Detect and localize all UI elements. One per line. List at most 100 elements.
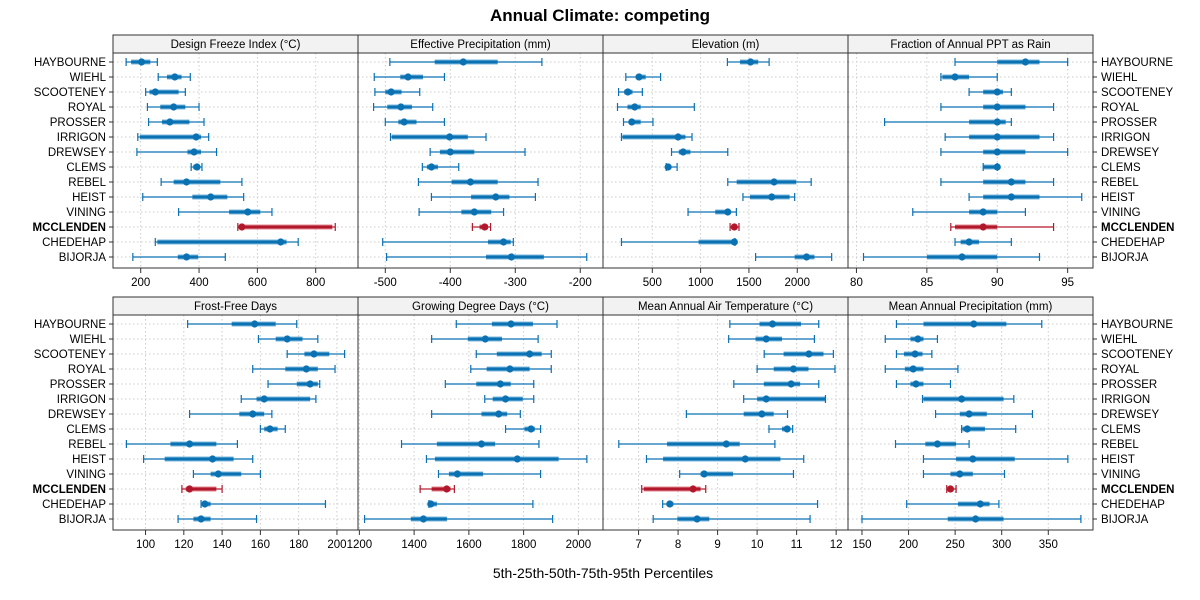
interval-royal: [756, 365, 836, 373]
site-label-left: DREWSEY: [48, 409, 106, 421]
median-point: [501, 395, 510, 403]
interval-scooteney: [374, 88, 421, 96]
interval-rebel: [894, 440, 970, 448]
median-point: [506, 365, 514, 373]
interval-prosser: [733, 380, 820, 388]
median-point: [911, 350, 919, 358]
site-label-left: VINING: [66, 207, 106, 219]
site-label-right: BIJORJA: [1101, 252, 1149, 264]
median-point: [513, 455, 521, 463]
median-point: [762, 335, 770, 343]
median-point: [762, 395, 770, 403]
median-point: [185, 440, 194, 448]
site-label-left: IRRIGON: [57, 394, 106, 406]
site-label-left: HAYBOURNE: [34, 57, 106, 69]
x-tick-label: 95: [1061, 277, 1074, 289]
x-tick-label: 250: [946, 539, 965, 551]
site-label-right: PROSSER: [1101, 379, 1157, 391]
median-point: [958, 395, 966, 403]
median-point: [266, 425, 274, 433]
panel-frame: [847, 52, 1094, 269]
x-tick-label: 9: [714, 539, 720, 551]
median-point: [700, 470, 708, 478]
interval-chedehap: [382, 238, 514, 246]
panel-frame: [112, 314, 359, 531]
panel-frame: [112, 52, 359, 269]
site-label-right: VINING: [1101, 207, 1141, 219]
interval-scooteney: [617, 88, 643, 96]
site-label-left: ROYAL: [68, 102, 107, 114]
median-point: [730, 223, 738, 231]
median-point: [499, 238, 508, 246]
interval-scooteney: [968, 88, 1012, 96]
median-point: [459, 58, 467, 66]
interval-drewsey: [940, 148, 1069, 156]
interval-prosser: [622, 118, 654, 126]
interval-irrigon: [620, 133, 693, 141]
interval-heist: [968, 193, 1083, 201]
median-point: [664, 163, 672, 171]
median-point: [993, 118, 1001, 126]
interval-drewsey: [188, 410, 273, 418]
median-point: [208, 455, 217, 463]
median-point: [492, 193, 500, 201]
x-tick-label: -400: [439, 277, 462, 289]
median-point: [260, 395, 268, 403]
interval-irrigon: [389, 133, 487, 141]
median-point: [802, 253, 811, 261]
median-point: [443, 485, 451, 493]
x-tick-label: 80: [850, 277, 863, 289]
site-label-left: PROSSER: [50, 379, 106, 391]
interval-haybourne: [455, 320, 558, 328]
interval-prosser: [884, 118, 1012, 126]
median-point: [979, 208, 987, 216]
median-point: [507, 320, 515, 328]
site-label-left: MCCLENDEN: [33, 484, 106, 496]
median-point: [993, 133, 1001, 141]
panel-strip-title: Growing Degree Days (°C): [412, 301, 549, 313]
interval-clems: [664, 163, 678, 171]
interval-drewsey: [685, 410, 789, 418]
x-tick-label: 500: [643, 277, 662, 289]
x-tick-label: 2000: [784, 277, 810, 289]
median-point: [768, 193, 776, 201]
interval-wiehl: [431, 335, 539, 343]
interval-bijorja: [177, 515, 258, 523]
median-point: [631, 103, 639, 111]
site-label-left: REBEL: [68, 439, 106, 451]
x-tick-label: 90: [991, 277, 1004, 289]
chart-title: Annual Climate: competing: [490, 6, 710, 25]
x-tick-label: 7: [635, 539, 641, 551]
median-point: [477, 440, 486, 448]
median-point: [969, 455, 977, 463]
site-label-right: IRRIGON: [1101, 394, 1150, 406]
panel-strip-title: Mean Annual Air Temperature (°C): [638, 301, 813, 313]
interval-scooteney: [286, 350, 346, 358]
interval-wiehl: [373, 73, 446, 81]
interval-chedehap: [954, 238, 1012, 246]
interval-chedehap: [154, 238, 299, 246]
median-point: [965, 410, 973, 418]
interval-royal: [372, 103, 434, 111]
site-label-right: HEIST: [1101, 454, 1135, 466]
interval-royal: [146, 103, 200, 111]
interval-chedehap: [662, 500, 819, 508]
interval-bijorja: [363, 515, 554, 523]
median-point: [151, 88, 159, 96]
interval-rebel: [160, 178, 243, 186]
panel-strip-title: Effective Precipitation (mm): [410, 39, 551, 51]
interval-heist: [645, 455, 805, 463]
median-point: [666, 500, 674, 508]
x-tick-label: -200: [569, 277, 592, 289]
median-point: [453, 470, 461, 478]
median-point: [674, 133, 682, 141]
interval-royal: [252, 365, 336, 373]
median-point: [277, 238, 285, 246]
median-point: [789, 365, 798, 373]
panel-frame: [602, 52, 849, 269]
interval-vining: [679, 470, 795, 478]
interval-irrigon: [484, 395, 535, 403]
median-point: [993, 163, 1001, 171]
site-label-left: IRRIGON: [57, 132, 106, 144]
interval-heist: [922, 455, 1069, 463]
